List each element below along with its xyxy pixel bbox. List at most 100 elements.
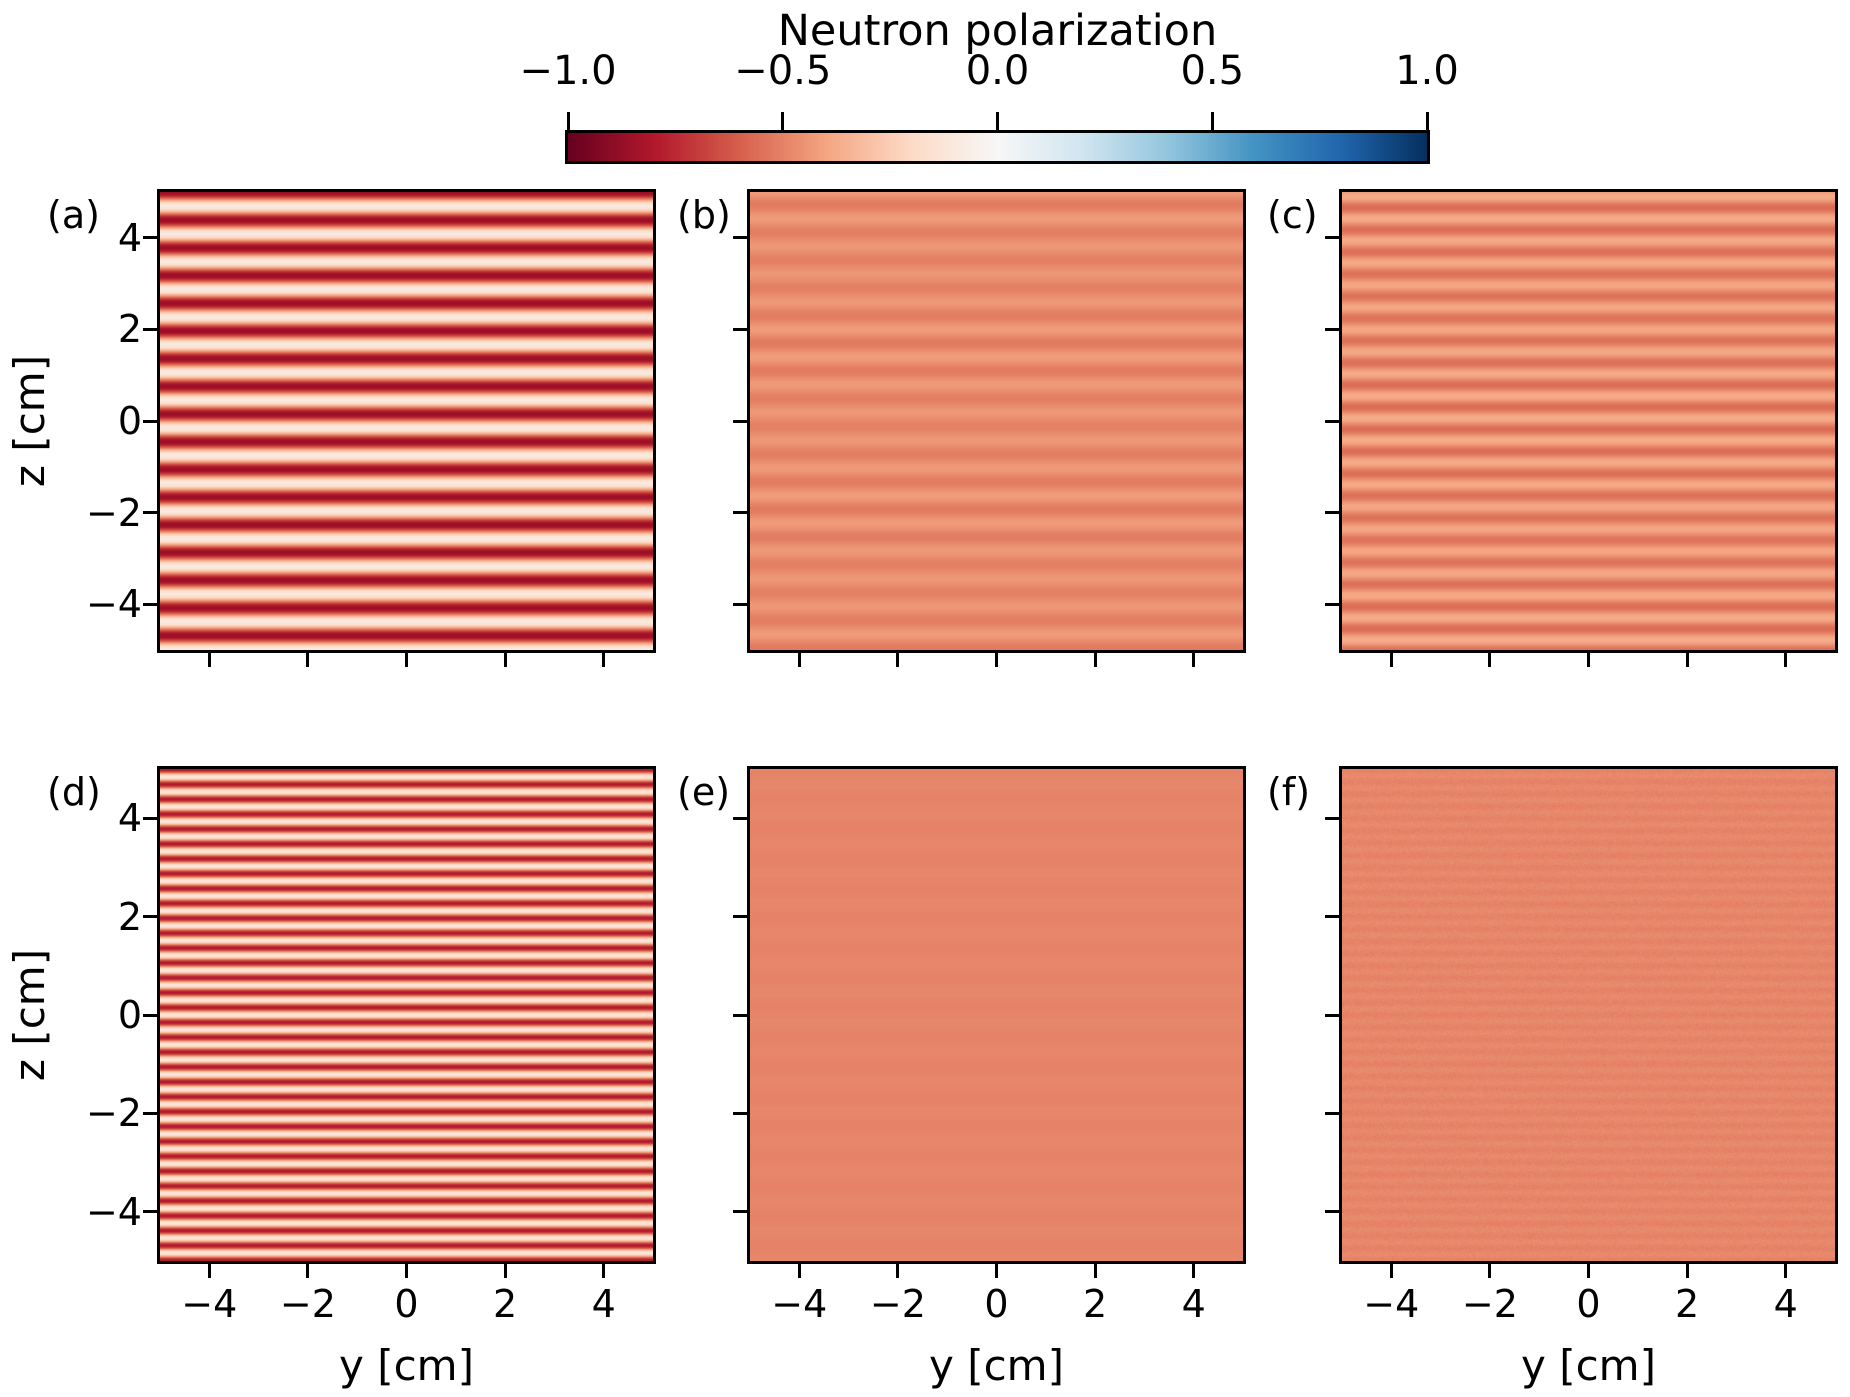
y-axis-tick [1325,419,1339,423]
colorbar-tick [566,112,570,130]
y-axis-tick [1325,915,1339,919]
y-tick-label: 4 [117,796,142,841]
x-axis-tick [1389,653,1393,667]
x-axis-tick [503,653,507,667]
x-axis-tick [1784,1264,1788,1278]
x-tick-label: 4 [591,1282,616,1326]
x-tick-label: 2 [1083,1282,1108,1326]
x-axis-tick [1784,653,1788,667]
y-axis-tick [733,915,747,919]
colorbar-gradient-canvas [568,133,1427,161]
y-axis-tick [143,236,157,240]
colorbar-tick-label: 0.0 [965,48,1030,94]
y-tick-label: −2 [85,1091,142,1136]
y-tick-label: 0 [117,399,142,443]
y-axis-tick [1325,511,1339,515]
panel-e [747,766,1246,1264]
y-axis-tick [1325,816,1339,820]
y-axis-tick [1325,327,1339,331]
x-axis-tick [405,653,408,667]
x-tick-label: −2 [1461,1282,1518,1326]
x-axis-tick [896,1264,900,1278]
y-axis-tick [1325,1210,1339,1214]
x-axis-tick [995,653,998,667]
y-axis-tick [733,1013,747,1017]
panel-letter-b: (b) [677,193,731,237]
x-tick-label: −4 [181,1282,238,1326]
x-tick-label: −2 [279,1282,336,1326]
y-axis-tick [143,602,157,606]
y-axis-label-z-cm: z [cm] [5,948,54,1082]
panel-letter-f: (f) [1267,770,1311,814]
colorbar-tick [1210,112,1214,130]
x-tick-label: 0 [1576,1282,1601,1326]
x-axis-tick [602,1264,606,1278]
y-axis-tick [143,327,157,331]
y-axis-tick [733,1210,747,1214]
y-tick-label: 4 [117,215,142,260]
panel-d [157,766,656,1264]
heatmap-canvas-d [160,769,653,1261]
x-tick-label: −2 [869,1282,926,1326]
y-axis-tick [143,816,157,820]
y-axis-tick [1325,236,1339,240]
panel-f [1339,766,1838,1264]
y-axis-tick [143,1013,157,1017]
colorbar-tick-label: −1.0 [519,48,617,94]
x-axis-tick [306,1264,310,1278]
y-axis-tick [143,915,157,919]
colorbar-bar [565,130,1430,164]
x-axis-tick [503,1264,507,1278]
y-tick-label: 0 [117,993,142,1037]
x-axis-label-y-cm: y [cm] [339,1341,474,1390]
x-axis-tick [602,653,606,667]
x-axis-tick [1389,1264,1393,1278]
y-tick-label: −2 [85,490,142,535]
y-axis-tick [143,419,157,423]
x-tick-label: 0 [394,1282,419,1326]
colorbar-tick-label: 0.5 [1180,48,1245,94]
x-axis-tick [1587,1264,1590,1278]
x-axis-tick [896,653,900,667]
y-axis-tick [143,1210,157,1214]
y-axis-tick [733,816,747,820]
colorbar-tick [1425,112,1429,130]
heatmap-canvas-c [1342,192,1835,650]
x-axis-tick [797,1264,801,1278]
colorbar-tick-label: −0.5 [734,48,832,94]
x-axis-tick [207,1264,211,1278]
y-axis-tick [733,419,747,423]
heatmap-canvas-f [1342,769,1835,1261]
panel-letter-e: (e) [677,770,731,814]
x-axis-tick [797,653,801,667]
x-tick-label: −4 [771,1282,828,1326]
x-tick-label: 4 [1181,1282,1206,1326]
x-axis-label-y-cm: y [cm] [929,1341,1064,1390]
heatmap-canvas-b [750,192,1243,650]
y-tick-label: −4 [85,582,142,627]
x-axis-tick [1192,1264,1196,1278]
y-axis-tick [1325,1111,1339,1115]
y-axis-tick [143,1111,157,1115]
x-axis-tick [1488,653,1492,667]
x-axis-tick [1093,1264,1097,1278]
colorbar-title: Neutron polarization [777,6,1218,56]
colorbar-tick [996,112,999,130]
y-axis-tick [733,511,747,515]
panel-letter-a: (a) [47,193,100,237]
panel-letter-c: (c) [1267,193,1318,237]
y-axis-tick [143,511,157,515]
x-axis-tick [306,653,310,667]
x-axis-tick [1685,1264,1689,1278]
y-axis-tick [733,602,747,606]
panel-a [157,189,656,653]
heatmap-canvas-e [750,769,1243,1261]
x-axis-tick [1488,1264,1492,1278]
panel-c [1339,189,1838,653]
y-axis-tick [1325,1013,1339,1017]
y-tick-label: 2 [117,307,142,352]
x-axis-tick [995,1264,998,1278]
x-tick-label: 2 [493,1282,518,1326]
y-axis-tick [1325,602,1339,606]
